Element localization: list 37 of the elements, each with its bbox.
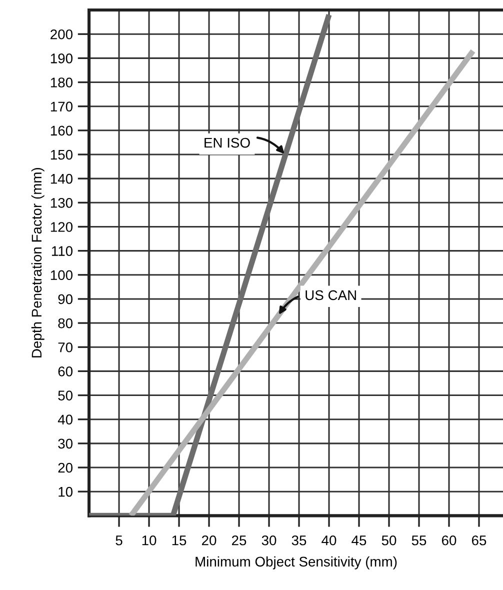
y-tick-label: 200 bbox=[50, 29, 73, 40]
y-tick-label: 140 bbox=[50, 174, 73, 184]
y-tick-label: 160 bbox=[50, 126, 73, 136]
x-tick-label: 50 bbox=[382, 535, 396, 546]
y-tick-label: 30 bbox=[58, 438, 73, 449]
x-tick-label: 45 bbox=[352, 536, 366, 546]
y-tick-label: 80 bbox=[58, 318, 73, 328]
y-tick-label: 10 bbox=[58, 486, 73, 497]
y-tick-label: 150 bbox=[50, 150, 73, 160]
y-tick-label: 130 bbox=[50, 198, 73, 208]
y-tick-label: 70 bbox=[58, 342, 73, 352]
y-tick-label: 110 bbox=[52, 246, 73, 256]
y-tick-label: 20 bbox=[58, 462, 73, 473]
y-tick-label: 50 bbox=[58, 390, 73, 400]
y-tick-label: 180 bbox=[50, 78, 73, 88]
y-tick-label: 120 bbox=[50, 222, 73, 232]
x-tick-label: 10 bbox=[142, 535, 156, 546]
x-tick-label: 60 bbox=[442, 535, 456, 546]
x-tick-label: 65 bbox=[472, 535, 486, 546]
y-tick-label: 90 bbox=[58, 294, 73, 304]
x-tick-label: 55 bbox=[412, 536, 426, 546]
text: EN ISO bbox=[204, 138, 250, 148]
x-axis-title: Minimum Object Sensitivity (mm) bbox=[196, 556, 397, 570]
y-tick-label: 170 bbox=[50, 102, 73, 112]
x-tick-label: 30 bbox=[262, 535, 276, 546]
x-tick-label: 40 bbox=[322, 535, 336, 546]
y-tick-label: 190 bbox=[50, 54, 73, 64]
y-tick-label: 100 bbox=[50, 270, 73, 280]
y-tick-label: 60 bbox=[58, 366, 73, 376]
x-tick-label: 20 bbox=[202, 535, 216, 546]
x-tick-label: 35 bbox=[292, 535, 306, 546]
x-tick-label: 5 bbox=[116, 536, 122, 546]
y-axis-title: Depth Penetration Factor (mm) bbox=[31, 168, 44, 358]
y-tick-label: 40 bbox=[58, 414, 73, 425]
series-label: US CAN bbox=[306, 290, 356, 300]
x-tick-label: 25 bbox=[232, 535, 246, 546]
x-tick-label: 15 bbox=[172, 536, 186, 546]
